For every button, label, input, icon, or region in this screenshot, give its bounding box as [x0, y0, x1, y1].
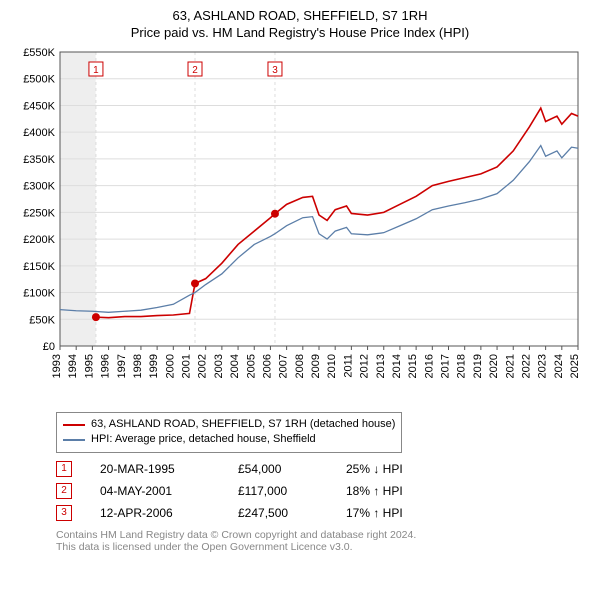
svg-text:1998: 1998 — [132, 354, 144, 378]
svg-text:£350K: £350K — [23, 154, 55, 166]
svg-text:2014: 2014 — [391, 354, 403, 378]
legend-label: HPI: Average price, detached house, Shef… — [91, 432, 316, 447]
svg-text:2011: 2011 — [342, 354, 354, 378]
svg-text:2017: 2017 — [440, 354, 452, 378]
event-marker: 3 — [56, 505, 72, 521]
event-marker: 2 — [56, 483, 72, 499]
event-pct: 17% ↑ HPI — [346, 506, 436, 520]
event-row: 3 12-APR-2006 £247,500 17% ↑ HPI — [56, 505, 588, 521]
chart-title: 63, ASHLAND ROAD, SHEFFIELD, S7 1RH — [12, 8, 588, 23]
svg-text:1996: 1996 — [100, 354, 112, 378]
svg-text:2012: 2012 — [359, 354, 371, 378]
svg-text:£200K: £200K — [23, 234, 55, 246]
event-price: £54,000 — [238, 462, 318, 476]
svg-text:2015: 2015 — [407, 354, 419, 378]
event-pct: 18% ↑ HPI — [346, 484, 436, 498]
svg-text:2025: 2025 — [569, 354, 581, 378]
event-row: 1 20-MAR-1995 £54,000 25% ↓ HPI — [56, 461, 588, 477]
svg-text:2021: 2021 — [504, 354, 516, 378]
svg-text:1995: 1995 — [83, 354, 95, 378]
svg-text:£100K: £100K — [23, 288, 55, 300]
svg-text:£550K: £550K — [23, 47, 55, 59]
svg-text:2005: 2005 — [245, 354, 257, 378]
svg-text:£400K: £400K — [23, 127, 55, 139]
legend-label: 63, ASHLAND ROAD, SHEFFIELD, S7 1RH (det… — [91, 417, 395, 432]
svg-text:2000: 2000 — [164, 354, 176, 378]
attribution-line1: Contains HM Land Registry data © Crown c… — [56, 529, 588, 541]
svg-text:2004: 2004 — [229, 354, 241, 378]
chart-svg: £0 £50K £100K £150K £200K £250K £300K £350K £400… — [12, 46, 588, 406]
svg-text:2002: 2002 — [197, 354, 209, 378]
svg-text:2006: 2006 — [261, 354, 273, 378]
svg-text:2018: 2018 — [456, 354, 468, 378]
svg-text:2022: 2022 — [520, 354, 532, 378]
legend-swatch — [63, 424, 85, 426]
event-marker: 1 — [56, 461, 72, 477]
svg-text:£50K: £50K — [29, 314, 55, 326]
svg-text:1994: 1994 — [67, 354, 79, 378]
event-date: 12-APR-2006 — [100, 506, 210, 520]
svg-text:2024: 2024 — [553, 354, 565, 378]
svg-text:£450K: £450K — [23, 100, 55, 112]
svg-text:2010: 2010 — [326, 354, 338, 378]
svg-text:1: 1 — [93, 65, 99, 76]
svg-text:3: 3 — [272, 65, 278, 76]
svg-text:1993: 1993 — [51, 354, 63, 378]
legend-item: HPI: Average price, detached house, Shef… — [63, 432, 395, 447]
svg-text:2019: 2019 — [472, 354, 484, 378]
svg-text:2023: 2023 — [537, 354, 549, 378]
svg-text:1999: 1999 — [148, 354, 160, 378]
svg-text:£150K: £150K — [23, 261, 55, 273]
event-pct: 25% ↓ HPI — [346, 462, 436, 476]
event-price: £117,000 — [238, 484, 318, 498]
event-price: £247,500 — [238, 506, 318, 520]
attribution-line2: This data is licensed under the Open Gov… — [56, 541, 588, 553]
legend-swatch — [63, 439, 85, 441]
svg-text:2008: 2008 — [294, 354, 306, 378]
svg-text:£300K: £300K — [23, 181, 55, 193]
svg-text:2003: 2003 — [213, 354, 225, 378]
chart: £0 £50K £100K £150K £200K £250K £300K £350K £400… — [12, 46, 588, 406]
event-date: 20-MAR-1995 — [100, 462, 210, 476]
svg-text:1997: 1997 — [116, 354, 128, 378]
legend-item: 63, ASHLAND ROAD, SHEFFIELD, S7 1RH (det… — [63, 417, 395, 432]
svg-text:2009: 2009 — [310, 354, 322, 378]
sale-events: 1 20-MAR-1995 £54,000 25% ↓ HPI 2 04-MAY-2001… — [56, 461, 588, 521]
svg-text:£500K: £500K — [23, 74, 55, 86]
chart-subtitle: Price paid vs. HM Land Registry's House … — [12, 25, 588, 40]
event-date: 04-MAY-2001 — [100, 484, 210, 498]
svg-text:£250K: £250K — [23, 207, 55, 219]
svg-text:2013: 2013 — [375, 354, 387, 378]
svg-text:2001: 2001 — [181, 354, 193, 378]
svg-text:2: 2 — [192, 65, 198, 76]
event-row: 2 04-MAY-2001 £117,000 18% ↑ HPI — [56, 483, 588, 499]
svg-text:2020: 2020 — [488, 354, 500, 378]
attribution: Contains HM Land Registry data © Crown c… — [56, 529, 588, 553]
svg-text:£0: £0 — [43, 341, 55, 353]
svg-text:2016: 2016 — [423, 354, 435, 378]
svg-text:2007: 2007 — [278, 354, 290, 378]
legend: 63, ASHLAND ROAD, SHEFFIELD, S7 1RH (det… — [56, 412, 402, 453]
